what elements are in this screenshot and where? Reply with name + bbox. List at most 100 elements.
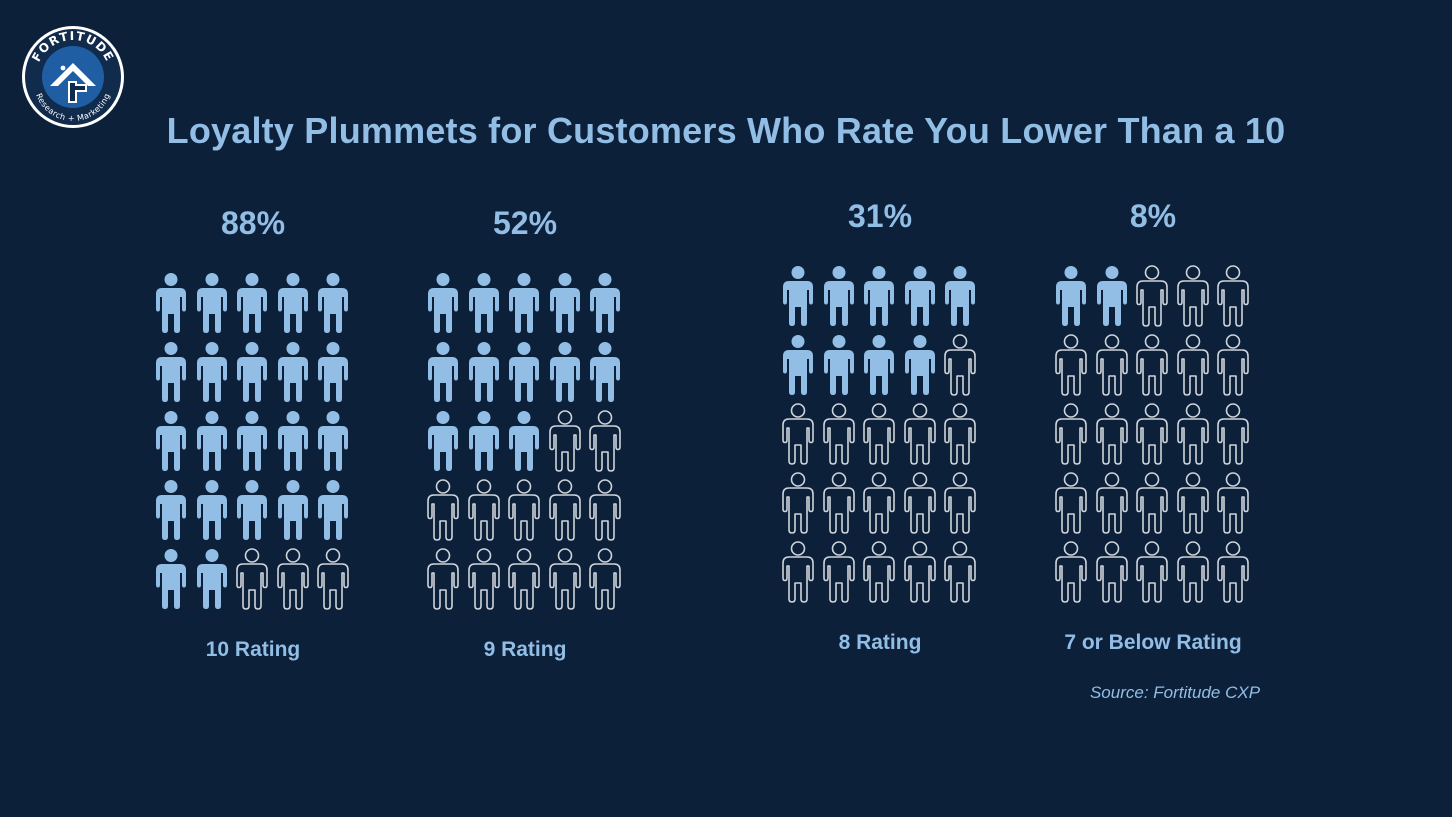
person-icon-filled [468, 342, 499, 402]
person-icon-filled [196, 273, 227, 333]
person-icon-filled [277, 411, 308, 471]
person-icon-outline [1176, 403, 1209, 465]
person-icon-outline [1176, 334, 1209, 396]
person-icon-outline [944, 541, 976, 603]
person-icon-filled [549, 342, 580, 402]
person-icon-filled [783, 335, 813, 395]
person-icon-filled [590, 342, 620, 402]
person-icon-filled [823, 335, 854, 395]
person-icon-outline [1136, 472, 1168, 534]
person-icon-outline [1055, 334, 1087, 396]
person-icon-outline [944, 472, 976, 534]
person-icon-filled [509, 342, 539, 402]
person-icon-outline [903, 403, 936, 465]
group-percentage: 88% [220, 205, 286, 241]
person-icon-filled [864, 335, 894, 395]
source-note: Source: Fortitude CXP [1089, 683, 1261, 702]
person-icon-filled [468, 273, 499, 333]
group-rating-label: 8 Rating [838, 631, 922, 654]
person-icon-filled [428, 342, 458, 402]
person-icon-outline [467, 479, 500, 541]
person-icon-outline [1055, 541, 1087, 603]
person-icon-filled [156, 549, 186, 609]
person-icon-outline [944, 334, 976, 396]
person-icon-outline [944, 403, 976, 465]
person-icon-filled [318, 480, 348, 540]
person-icon-filled [549, 273, 580, 333]
person-icon-outline [1217, 472, 1249, 534]
person-icon-filled [318, 411, 348, 471]
person-icon-filled [945, 266, 975, 326]
person-icon-outline [1095, 541, 1128, 603]
person-icon-outline [782, 472, 814, 534]
group-percentage: 52% [492, 205, 558, 241]
person-icon-filled [196, 549, 227, 609]
person-icon-outline [1176, 541, 1209, 603]
person-icon-outline [427, 548, 459, 610]
person-icon-outline [467, 548, 500, 610]
person-icon-filled [237, 480, 267, 540]
person-icon-filled [156, 273, 186, 333]
person-icon-outline [822, 472, 855, 534]
person-icon-outline [1217, 265, 1249, 327]
person-icon-outline [1095, 334, 1128, 396]
person-icon-outline [276, 548, 309, 610]
person-icon-filled [864, 266, 894, 326]
person-icon-filled [156, 411, 186, 471]
group-percentage: 31% [847, 198, 913, 234]
person-icon-outline [782, 541, 814, 603]
group-rating-label: 9 Rating [483, 638, 567, 661]
person-icon-outline [548, 479, 581, 541]
person-icon-filled [1096, 266, 1127, 326]
person-icon-outline [589, 410, 621, 472]
person-icon-outline [548, 548, 581, 610]
person-icon-filled [277, 480, 308, 540]
person-icon-filled [428, 273, 458, 333]
person-icon-outline [903, 541, 936, 603]
person-icon-filled [196, 342, 227, 402]
person-icon-filled [904, 335, 935, 395]
person-icon-outline [1136, 265, 1168, 327]
group-rating-label: 7 or Below Rating [1064, 631, 1242, 654]
person-icon-outline [822, 541, 855, 603]
person-icon-outline [1217, 334, 1249, 396]
person-icon-outline [863, 403, 895, 465]
person-icon-filled [156, 342, 186, 402]
person-icon-outline [1055, 472, 1087, 534]
chart-title: Loyalty Plummets for Customers Who Rate … [166, 110, 1286, 151]
person-icon-outline [1136, 541, 1168, 603]
person-icon-filled [277, 273, 308, 333]
person-icon-outline [863, 541, 895, 603]
person-icon-outline [508, 548, 540, 610]
person-icon-outline [236, 548, 268, 610]
group-percentage: 8% [1129, 198, 1177, 234]
person-icon-outline [782, 403, 814, 465]
person-icon-outline [1055, 403, 1087, 465]
person-icon-filled [1056, 266, 1086, 326]
person-icon-outline [589, 479, 621, 541]
person-icon-filled [783, 266, 813, 326]
person-icon-filled [590, 273, 620, 333]
person-icon-filled [237, 342, 267, 402]
person-icon-outline [1095, 403, 1128, 465]
person-icon-outline [1176, 472, 1209, 534]
person-icon-outline [1136, 334, 1168, 396]
person-icon-outline [508, 479, 540, 541]
person-icon-filled [237, 411, 267, 471]
person-icon-outline [1176, 265, 1209, 327]
person-icon-filled [468, 411, 499, 471]
person-icon-outline [903, 472, 936, 534]
person-icon-outline [427, 479, 459, 541]
fortitude-logo: FORTITUDE Research + Marketing [22, 26, 124, 128]
person-icon-outline [1136, 403, 1168, 465]
person-icon-outline [822, 403, 855, 465]
person-icon-outline [1217, 541, 1249, 603]
person-icon-filled [237, 273, 267, 333]
person-icon-filled [509, 273, 539, 333]
person-icon-filled [277, 342, 308, 402]
person-icon-filled [509, 411, 539, 471]
person-icon-filled [156, 480, 186, 540]
person-icon-filled [196, 411, 227, 471]
person-icon-filled [428, 411, 458, 471]
